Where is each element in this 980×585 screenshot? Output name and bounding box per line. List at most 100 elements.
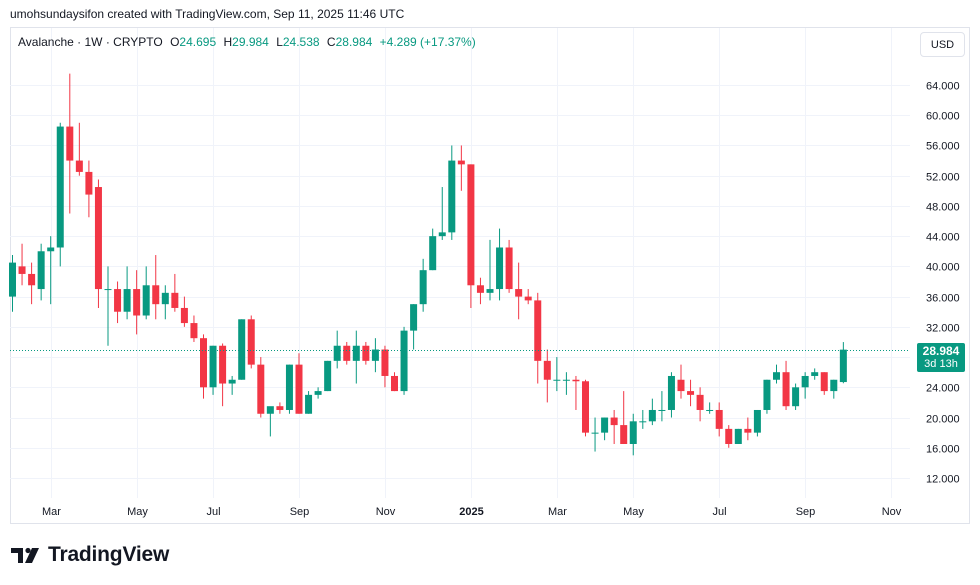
symbol-legend: Avalanche · 1W · CRYPTO O24.695 H29.984 … [18, 35, 476, 49]
candle-body [180, 307, 188, 324]
open-value: 24.695 [179, 35, 217, 49]
candle-down [391, 372, 398, 392]
candle-body [247, 319, 255, 365]
bar-countdown: 3d 13h [924, 358, 958, 370]
candle-up [448, 145, 456, 240]
candle-down [94, 179, 102, 308]
y-tick-label: 12.000 [926, 474, 960, 486]
candle-body [773, 372, 780, 380]
candle-body [362, 345, 370, 361]
candle-up [839, 342, 847, 384]
candle-down [715, 402, 723, 437]
candle-down [171, 273, 179, 312]
candle-down [28, 262, 36, 305]
candle-down [457, 145, 465, 191]
candle-down [467, 164, 475, 308]
high-value: 29.984 [232, 35, 269, 49]
high-label: H [223, 35, 233, 49]
candle-up [830, 379, 838, 399]
candle-down [66, 73, 74, 214]
candle-up [734, 428, 742, 444]
candle-body [811, 372, 819, 376]
candle-body [219, 345, 227, 384]
candle-down [476, 277, 484, 305]
candle-body [457, 160, 465, 165]
y-tick-label: 36.000 [926, 293, 960, 305]
time-axis: Mar May Jul Sep Nov 2025 Mar May Jul Sep Nov [42, 506, 902, 518]
currency-button[interactable]: USD [920, 32, 965, 57]
candle-down [247, 315, 255, 369]
x-tick-label: Jul [206, 506, 220, 518]
candle-down [725, 425, 733, 448]
candle-down [572, 375, 580, 410]
candle-up [142, 266, 150, 320]
candle-body [161, 292, 169, 305]
candle-body [820, 372, 828, 392]
candle-body [343, 345, 351, 361]
candle-up [209, 345, 217, 395]
candle-down [219, 343, 227, 407]
candle-body [667, 375, 675, 410]
tradingview-logo[interactable]: TradingView [11, 543, 169, 567]
y-tick-label: 52.000 [926, 172, 960, 184]
candle-up [667, 372, 675, 418]
candle-down [515, 262, 523, 320]
candle-body [438, 232, 446, 237]
candle-down [362, 341, 370, 365]
y-tick-label: 60.000 [926, 111, 960, 123]
candle-down [782, 360, 790, 410]
candle-body [75, 160, 83, 172]
candle-body [47, 247, 55, 252]
candle-body [734, 428, 742, 444]
x-tick-label: Mar [548, 506, 567, 518]
candle-body [238, 319, 246, 380]
candle-up [419, 258, 427, 312]
y-tick-label: 20.000 [926, 414, 960, 426]
candle-body [553, 379, 561, 381]
candle-body [677, 379, 685, 392]
candle-body [648, 409, 656, 422]
candle-body [524, 296, 532, 301]
candle-body [28, 273, 36, 286]
candle-body [104, 289, 112, 291]
candle-down [524, 289, 532, 305]
low-value: 24.538 [282, 35, 320, 49]
candle-up [123, 266, 131, 320]
candle-down [190, 315, 198, 342]
candle-body [305, 394, 313, 414]
candle-up [352, 330, 360, 384]
candle-down [152, 255, 160, 320]
candle-up [410, 304, 418, 350]
candle-up [37, 243, 45, 301]
y-tick-label: 56.000 [926, 141, 960, 153]
candle-body [295, 364, 303, 414]
candle-down [295, 353, 303, 414]
candle-body [171, 292, 179, 308]
candle-body [123, 289, 131, 312]
candle-body [142, 285, 150, 316]
candle-down [180, 296, 188, 327]
candle-up [228, 375, 236, 395]
candle-body [381, 349, 389, 376]
candle-body [801, 375, 809, 388]
candle-body [543, 360, 551, 380]
candle-body [200, 338, 207, 388]
close-value: 28.984 [335, 35, 373, 49]
x-tick-label: May [623, 506, 644, 518]
candle-body [562, 379, 570, 381]
candle-body [658, 409, 666, 411]
candle-body [744, 428, 752, 433]
candle-down [677, 364, 685, 399]
candle-up [266, 406, 274, 437]
candle-body [629, 421, 637, 444]
candle-body [56, 126, 64, 248]
candle-up [562, 372, 570, 395]
y-tick-label: 32.000 [926, 323, 960, 335]
candle-body [94, 187, 102, 290]
candle-up [792, 383, 800, 410]
candle-body [266, 406, 274, 414]
candle-body [419, 270, 427, 305]
low-label: L [276, 35, 283, 49]
candle-body [505, 247, 513, 290]
